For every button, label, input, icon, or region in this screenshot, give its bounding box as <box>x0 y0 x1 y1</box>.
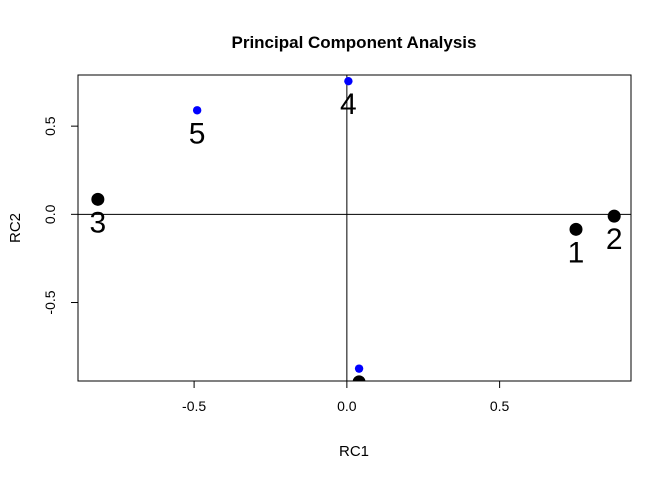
data-point <box>607 209 621 223</box>
y-axis-label: RC2 <box>7 213 24 243</box>
chart-title: Principal Component Analysis <box>232 33 477 52</box>
data-point <box>91 192 105 206</box>
data-point <box>344 76 353 86</box>
x-axis: -0.5 0.0 0.5 <box>182 380 510 414</box>
x-axis-label: RC1 <box>339 443 369 460</box>
point-label: 4 <box>340 88 357 121</box>
y-tick-label: -0.5 <box>42 290 58 314</box>
y-tick-label: 0.5 <box>42 116 58 136</box>
data-point <box>569 222 583 236</box>
data-point <box>354 364 364 373</box>
plot-area <box>78 75 631 381</box>
data-point <box>192 106 202 115</box>
point-label: 1 <box>568 236 585 269</box>
x-tick-label: -0.5 <box>182 398 206 414</box>
x-tick-label: 0.0 <box>337 398 357 414</box>
clipped-point-marker <box>352 375 366 381</box>
y-tick-label: 0.0 <box>42 204 58 224</box>
plot-layer: 1 2 3 4 5 <box>78 75 631 381</box>
y-axis: -0.5 0.0 0.5 <box>42 116 79 315</box>
point-label: 3 <box>90 206 107 239</box>
point-label: 5 <box>189 117 206 150</box>
x-tick-label: 0.5 <box>490 398 510 414</box>
point-label: 2 <box>606 223 623 256</box>
